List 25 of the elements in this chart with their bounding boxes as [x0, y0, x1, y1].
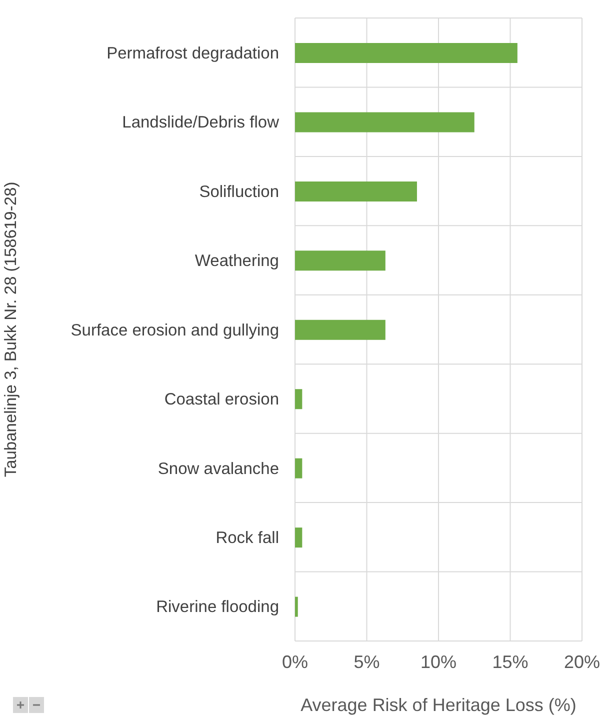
bar: [295, 250, 386, 271]
y-tick-label: Weathering: [194, 252, 279, 270]
bar: [295, 112, 474, 132]
y-tick-label: Permafrost degradation: [106, 44, 279, 62]
bar: [295, 181, 417, 202]
x-tick-label: 0%: [282, 652, 308, 672]
y-axis-title: Taubanelinje 3, Bukk Nr. 28 (158619-28): [2, 182, 20, 478]
x-tick-label: 15%: [492, 652, 528, 672]
bar: [295, 43, 518, 63]
y-tick-label: Riverine flooding: [156, 598, 279, 616]
bar: [295, 596, 298, 617]
x-tick-label: 5%: [354, 652, 380, 672]
x-axis-title: Average Risk of Heritage Loss (%): [300, 695, 576, 715]
bar: [295, 389, 302, 410]
y-tick-label: Solifluction: [199, 182, 279, 201]
y-tick-label: Rock fall: [216, 529, 279, 548]
y-tick-label: Snow avalanche: [158, 460, 279, 478]
y-tick-label: Coastal erosion: [164, 390, 279, 409]
bar: [295, 320, 386, 340]
x-tick-label: 10%: [420, 652, 457, 672]
y-tick-label: Landslide/Debris flow: [122, 114, 280, 132]
x-tick-label: 20%: [564, 652, 600, 672]
bar: [295, 528, 302, 548]
y-tick-label: Surface erosion and gullying: [70, 321, 279, 340]
bar: [295, 458, 302, 478]
